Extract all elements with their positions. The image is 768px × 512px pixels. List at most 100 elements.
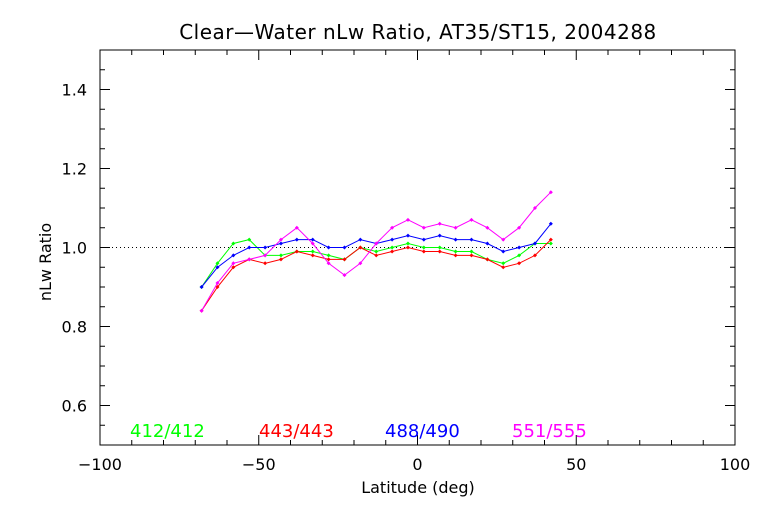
x-tick-label: 0 xyxy=(412,455,422,474)
data-point-551-555 xyxy=(215,281,220,286)
x-tick-label: 100 xyxy=(720,455,751,474)
y-tick-label: 1.0 xyxy=(62,239,87,258)
data-point-551-555 xyxy=(548,190,553,195)
data-point-412-412 xyxy=(453,249,458,254)
data-point-551-555 xyxy=(310,241,315,246)
data-point-443-443 xyxy=(405,245,410,250)
data-point-551-555 xyxy=(517,225,522,230)
data-point-551-555 xyxy=(532,206,537,210)
data-point-412-412 xyxy=(278,253,283,258)
data-point-443-443 xyxy=(342,257,347,262)
data-point-412-412 xyxy=(421,245,426,250)
data-point-488-490 xyxy=(548,221,553,226)
data-point-488-490 xyxy=(215,265,220,270)
data-point-551-555 xyxy=(390,225,395,230)
data-point-488-490 xyxy=(342,245,347,250)
data-point-443-443 xyxy=(421,249,426,254)
data-point-488-490 xyxy=(326,245,331,250)
legend-entry-412-412: 412/412 xyxy=(130,421,205,442)
data-point-412-412 xyxy=(548,241,553,246)
data-point-412-412 xyxy=(231,241,236,246)
data-point-412-412 xyxy=(390,245,395,250)
data-point-412-412 xyxy=(517,253,522,258)
data-point-488-490 xyxy=(501,249,506,254)
data-point-488-490 xyxy=(390,237,395,242)
data-point-551-555 xyxy=(485,225,490,230)
data-point-551-555 xyxy=(469,217,474,222)
data-point-488-490 xyxy=(469,237,474,242)
data-point-488-490 xyxy=(310,237,315,242)
data-point-551-555 xyxy=(278,237,283,242)
data-point-488-490 xyxy=(263,245,268,250)
data-point-412-412 xyxy=(437,245,442,250)
data-point-488-490 xyxy=(231,253,236,258)
data-point-412-412 xyxy=(501,261,506,266)
x-tick-label: 50 xyxy=(566,455,586,474)
data-point-488-490 xyxy=(485,241,490,246)
data-point-443-443 xyxy=(310,253,315,258)
data-point-443-443 xyxy=(501,265,506,270)
data-point-443-443 xyxy=(215,285,220,289)
y-tick-label: 0.6 xyxy=(62,397,87,416)
data-point-488-490 xyxy=(421,237,426,242)
data-point-488-490 xyxy=(517,245,522,250)
data-point-412-412 xyxy=(215,261,220,266)
x-axis-title: Latitude (deg) xyxy=(361,478,475,497)
data-point-551-555 xyxy=(437,221,442,226)
data-point-412-412 xyxy=(247,237,252,242)
legend-entry-551-555: 551/555 xyxy=(512,421,587,442)
x-tick-label: −50 xyxy=(242,455,276,474)
x-tick-label: −100 xyxy=(78,455,122,474)
data-point-551-555 xyxy=(501,237,506,242)
data-point-551-555 xyxy=(405,217,410,222)
data-point-488-490 xyxy=(437,233,442,238)
data-point-551-555 xyxy=(294,225,299,230)
y-tick-label: 1.4 xyxy=(62,81,87,100)
data-point-443-443 xyxy=(294,249,299,254)
data-point-488-490 xyxy=(247,245,252,250)
y-axis-title: nLw Ratio xyxy=(36,223,55,301)
series-line-412-412 xyxy=(201,239,551,288)
data-point-443-443 xyxy=(469,253,474,258)
data-point-443-443 xyxy=(278,257,283,262)
y-tick-label: 0.8 xyxy=(62,318,87,337)
data-point-551-555 xyxy=(231,261,236,266)
data-point-412-412 xyxy=(374,249,379,254)
data-point-488-490 xyxy=(453,237,458,242)
data-point-488-490 xyxy=(532,241,537,246)
data-point-412-412 xyxy=(405,241,410,246)
data-point-443-443 xyxy=(263,261,268,266)
data-point-551-555 xyxy=(358,261,363,266)
data-point-551-555 xyxy=(342,273,347,278)
y-tick-label: 1.2 xyxy=(62,160,87,179)
data-point-551-555 xyxy=(374,241,379,246)
legend-entry-443-443: 443/443 xyxy=(259,421,334,442)
data-point-488-490 xyxy=(405,233,410,238)
data-point-412-412 xyxy=(469,249,474,254)
data-point-443-443 xyxy=(358,245,363,250)
legend-entry-488-490: 488/490 xyxy=(385,421,460,442)
data-point-443-443 xyxy=(517,261,522,266)
data-point-551-555 xyxy=(326,261,331,266)
data-point-443-443 xyxy=(485,257,490,262)
data-point-443-443 xyxy=(326,257,331,262)
data-point-551-555 xyxy=(421,225,426,230)
data-point-443-443 xyxy=(453,253,458,258)
data-point-551-555 xyxy=(199,308,204,313)
data-point-488-490 xyxy=(294,237,299,242)
data-point-443-443 xyxy=(374,253,379,258)
data-point-443-443 xyxy=(390,249,395,254)
data-point-488-490 xyxy=(278,241,283,246)
data-point-488-490 xyxy=(358,237,363,242)
data-point-551-555 xyxy=(247,257,252,262)
data-point-488-490 xyxy=(199,285,204,289)
data-point-443-443 xyxy=(532,253,537,258)
data-point-412-412 xyxy=(310,249,315,254)
data-point-443-443 xyxy=(437,249,442,254)
data-point-443-443 xyxy=(548,237,553,242)
chart-title: Clear—Water nLw Ratio, AT35/ST15, 200428… xyxy=(179,20,657,44)
data-point-551-555 xyxy=(263,253,268,258)
plot-frame xyxy=(99,49,736,446)
data-point-443-443 xyxy=(231,265,236,270)
